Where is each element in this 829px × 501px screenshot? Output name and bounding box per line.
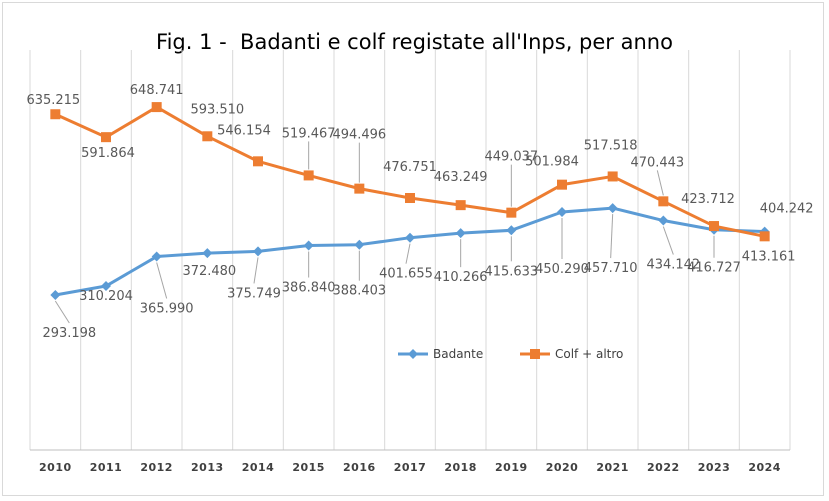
x-tick-label: 2014 bbox=[242, 461, 275, 474]
legend-marker bbox=[408, 349, 418, 359]
data-point-badante bbox=[354, 239, 365, 250]
data-point-badante bbox=[405, 232, 415, 243]
x-tick-label: 2017 bbox=[394, 461, 427, 474]
label-leader-line bbox=[662, 226, 674, 255]
data-point-badante bbox=[658, 215, 669, 226]
data-point-colf bbox=[455, 200, 466, 211]
x-tick-label: 2010 bbox=[39, 461, 72, 474]
data-label: 457.710 bbox=[584, 261, 638, 276]
data-point-colf bbox=[405, 193, 415, 204]
data-point-colf bbox=[202, 131, 213, 142]
label-leader-line bbox=[54, 300, 70, 324]
label-leader-line bbox=[253, 257, 259, 284]
data-label: 593.510 bbox=[190, 102, 244, 117]
data-label: 372.480 bbox=[182, 264, 236, 279]
data-label: 470.443 bbox=[630, 155, 684, 170]
data-point-badante bbox=[151, 251, 162, 262]
x-tick-label: 2016 bbox=[343, 461, 376, 474]
x-tick-label: 2019 bbox=[495, 461, 528, 474]
chart-frame bbox=[2, 2, 824, 496]
data-point-colf bbox=[607, 171, 618, 182]
data-label: 648.741 bbox=[130, 83, 184, 98]
legend-label: Colf + altro bbox=[555, 347, 623, 361]
data-label: 546.154 bbox=[217, 123, 271, 138]
data-label: 449.037 bbox=[484, 150, 538, 165]
data-point-colf bbox=[709, 221, 719, 232]
data-point-badante bbox=[607, 203, 618, 214]
data-point-colf bbox=[506, 207, 517, 218]
data-label: 494.496 bbox=[332, 128, 386, 143]
data-point-colf bbox=[557, 179, 567, 190]
series-markers bbox=[50, 102, 770, 301]
data-label: 463.249 bbox=[434, 170, 488, 185]
data-point-colf bbox=[101, 132, 111, 143]
data-point-badante bbox=[253, 246, 263, 257]
label-leader-line bbox=[156, 262, 168, 299]
x-tick-label: 2023 bbox=[698, 461, 731, 474]
label-leader-line bbox=[405, 243, 411, 264]
x-tick-label: 2021 bbox=[596, 461, 629, 474]
data-label: 404.242 bbox=[760, 201, 814, 216]
legend-label: Badante bbox=[433, 347, 483, 361]
x-tick-label: 2024 bbox=[748, 461, 781, 474]
data-label: 423.712 bbox=[681, 192, 735, 207]
x-axis-ticks: 2010 2011 2012 2013 2014 2015 2016 2017 2018 2019… bbox=[39, 461, 781, 474]
data-label: 415.633 bbox=[484, 264, 538, 279]
data-label: 293.198 bbox=[42, 326, 96, 341]
data-label: 310.204 bbox=[79, 289, 133, 304]
data-label: 388.403 bbox=[332, 284, 386, 299]
chart-title: Fig. 1 - Badanti e colf registate all'In… bbox=[156, 30, 673, 54]
data-point-colf bbox=[658, 196, 669, 207]
data-point-badante bbox=[303, 240, 314, 251]
data-point-badante bbox=[101, 281, 111, 292]
data-point-badante bbox=[557, 206, 567, 217]
legend-marker bbox=[530, 349, 540, 359]
data-label: 501.984 bbox=[525, 155, 579, 170]
label-leader-line bbox=[610, 214, 614, 259]
data-label: 375.749 bbox=[227, 286, 281, 301]
x-tick-label: 2013 bbox=[191, 461, 224, 474]
data-label: 476.751 bbox=[383, 160, 437, 175]
data-point-badante bbox=[202, 248, 213, 259]
data-label: 386.840 bbox=[282, 281, 336, 296]
data-label: 416.727 bbox=[687, 261, 741, 276]
gridlines bbox=[29, 50, 791, 451]
data-label: 635.215 bbox=[26, 93, 80, 108]
data-point-colf bbox=[151, 102, 162, 113]
x-tick-label: 2020 bbox=[546, 461, 579, 474]
data-point-colf bbox=[303, 170, 314, 181]
data-point-colf bbox=[253, 156, 263, 167]
data-point-colf bbox=[354, 183, 365, 194]
data-point-colf bbox=[759, 231, 770, 242]
x-tick-label: 2022 bbox=[647, 461, 680, 474]
data-label: 410.266 bbox=[434, 270, 488, 285]
x-tick-label: 2018 bbox=[444, 461, 477, 474]
data-label: 450.290 bbox=[535, 262, 589, 277]
data-point-colf bbox=[50, 109, 61, 120]
data-label: 519.467 bbox=[282, 126, 336, 141]
x-tick-label: 2012 bbox=[140, 461, 173, 474]
x-tick-label: 2011 bbox=[90, 461, 123, 474]
data-label: 365.990 bbox=[140, 302, 194, 317]
data-label: 401.655 bbox=[379, 267, 433, 282]
data-label: 434.142 bbox=[646, 258, 700, 273]
data-labels: 293.198 310.204 365.990 372.480 375.749 386.8… bbox=[26, 83, 813, 341]
legend: Badante Colf + altro bbox=[398, 347, 623, 361]
label-leader-line bbox=[656, 170, 664, 196]
data-label: 517.518 bbox=[584, 138, 638, 153]
data-point-badante bbox=[455, 228, 466, 239]
data-label: 591.864 bbox=[81, 146, 135, 161]
data-label: 413.161 bbox=[742, 250, 796, 265]
label-leader-lines bbox=[54, 141, 715, 324]
data-point-badante bbox=[50, 290, 61, 301]
x-tick-label: 2015 bbox=[292, 461, 325, 474]
data-point-badante bbox=[506, 225, 517, 236]
